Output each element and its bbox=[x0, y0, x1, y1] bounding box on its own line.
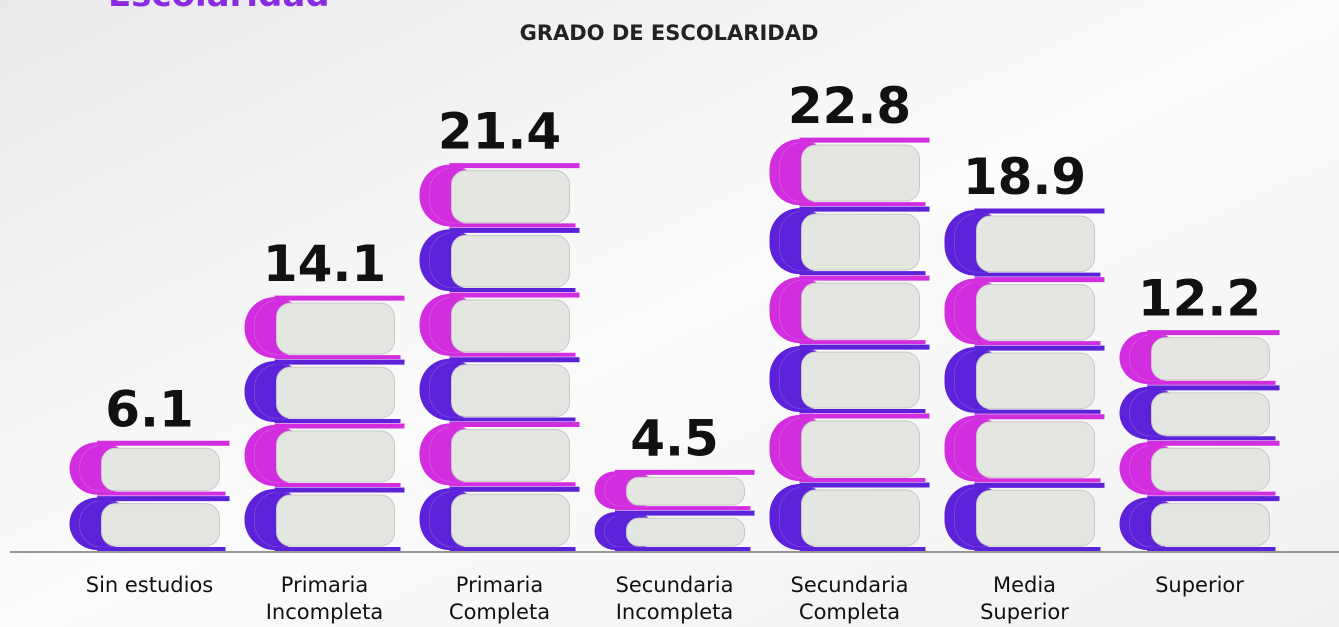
heading: Escolaridad bbox=[108, 0, 330, 15]
book-pages bbox=[976, 489, 1095, 547]
x-tick-label: Completa bbox=[449, 600, 550, 624]
book-pages bbox=[1151, 392, 1270, 436]
book-pages bbox=[626, 517, 745, 547]
book-pages bbox=[101, 503, 220, 547]
book-pages bbox=[1151, 503, 1270, 547]
x-tick-label: Media bbox=[993, 573, 1056, 597]
book-stack bbox=[244, 295, 405, 551]
value-label: 12.2 bbox=[1138, 270, 1261, 328]
x-tick-label: Incompleta bbox=[616, 600, 734, 624]
value-label: 14.1 bbox=[263, 235, 386, 293]
book-pages bbox=[976, 284, 1095, 341]
book-pages bbox=[801, 282, 920, 340]
value-label: 22.8 bbox=[788, 77, 911, 135]
book-stack bbox=[419, 163, 580, 551]
x-tick-label: Incompleta bbox=[266, 600, 384, 624]
x-tick-label: Secundaria bbox=[616, 573, 734, 597]
value-label: 6.1 bbox=[105, 380, 194, 438]
x-tick-label: Completa bbox=[799, 600, 900, 624]
book-stack bbox=[769, 137, 930, 551]
book-pages bbox=[801, 420, 920, 478]
book-pages bbox=[1151, 447, 1270, 492]
book-pages bbox=[801, 351, 920, 409]
x-tick-label: Sin estudios bbox=[86, 573, 214, 597]
book-pages bbox=[451, 364, 570, 418]
book-stack bbox=[594, 469, 755, 551]
value-label: 21.4 bbox=[438, 103, 561, 161]
x-tick-label: Primaria bbox=[456, 573, 543, 597]
book-pages bbox=[451, 299, 570, 353]
book-pages bbox=[976, 421, 1095, 478]
book-pages bbox=[801, 144, 920, 202]
book-pages bbox=[276, 302, 395, 355]
book-pages bbox=[276, 430, 395, 483]
chart-title: GRADO DE ESCOLARIDAD bbox=[520, 21, 819, 45]
value-label: 4.5 bbox=[630, 409, 719, 467]
x-tick-label: Superior bbox=[1155, 573, 1244, 597]
book-pages bbox=[451, 429, 570, 482]
book-pages bbox=[101, 447, 220, 492]
x-tick-label: Secundaria bbox=[791, 573, 909, 597]
book-pages bbox=[801, 213, 920, 271]
book-pages bbox=[976, 215, 1095, 273]
x-tick-label: Primaria bbox=[281, 573, 368, 597]
book-pages bbox=[801, 489, 920, 547]
x-tick-label: Superior bbox=[980, 600, 1069, 624]
book-pages bbox=[451, 493, 570, 547]
book-pages bbox=[1151, 337, 1270, 381]
book-stack bbox=[944, 208, 1105, 551]
book-pages bbox=[451, 170, 570, 223]
book-stack bbox=[69, 440, 230, 551]
book-pages bbox=[626, 476, 745, 506]
book-pages bbox=[976, 352, 1095, 410]
value-label: 18.9 bbox=[963, 148, 1086, 206]
book-stack bbox=[1119, 330, 1280, 551]
book-pages bbox=[276, 494, 395, 547]
book-pages bbox=[451, 234, 570, 288]
book-pages bbox=[276, 366, 395, 419]
